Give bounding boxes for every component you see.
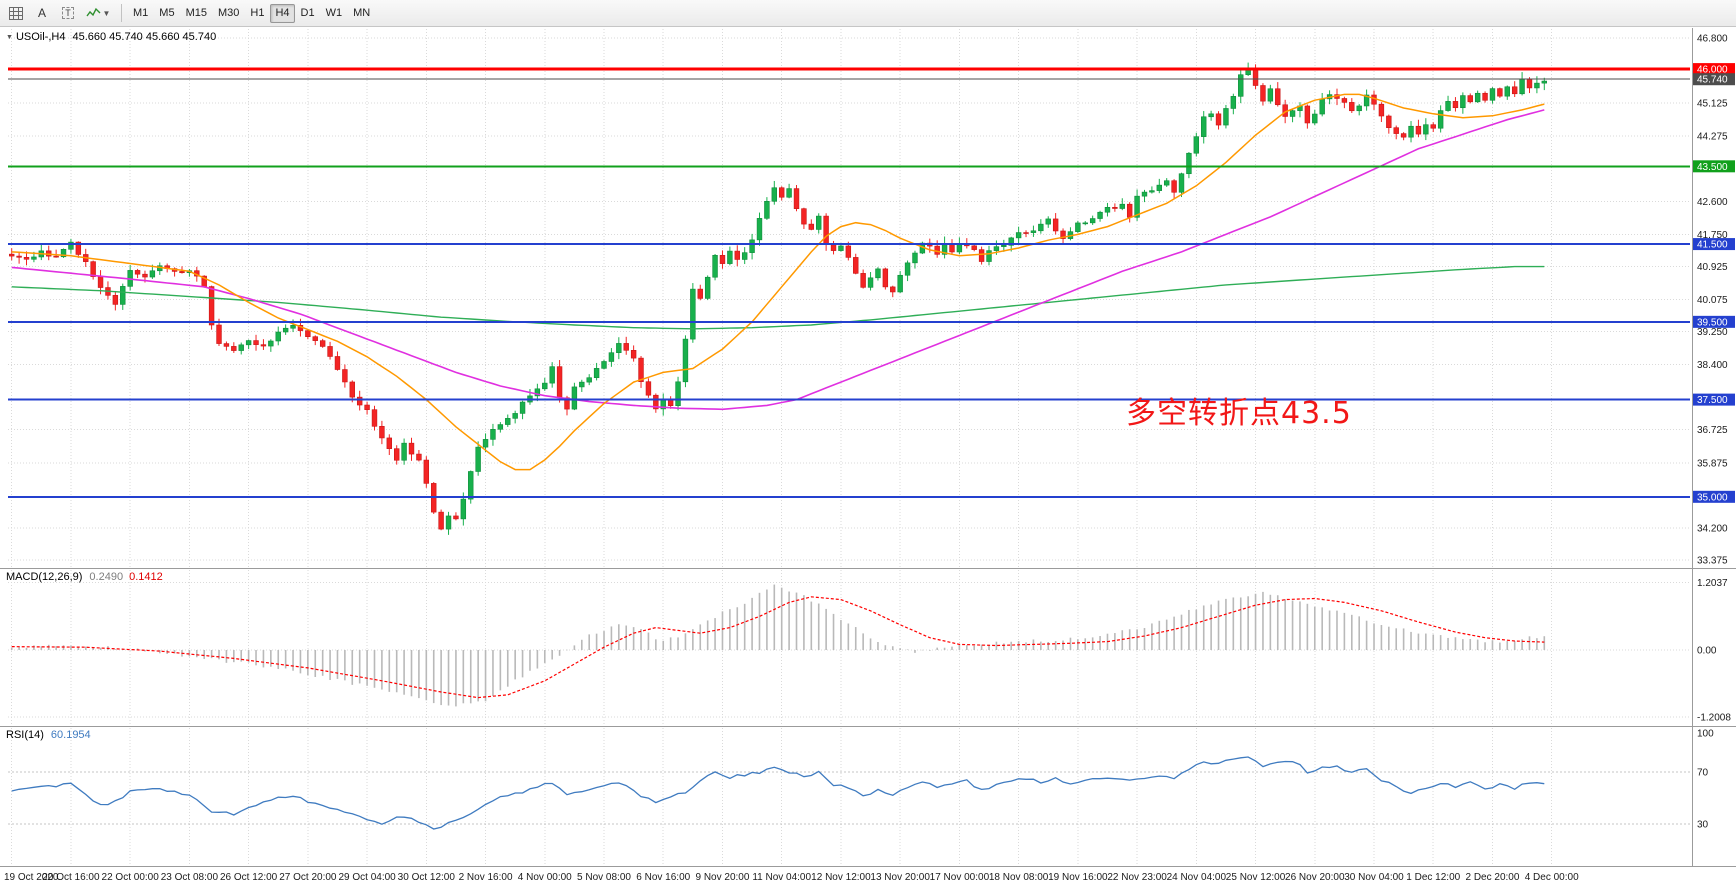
svg-text:2 Nov 16:00: 2 Nov 16:00: [459, 872, 513, 883]
chevron-down-icon: ▼: [102, 8, 111, 18]
svg-text:19 Nov 16:00: 19 Nov 16:00: [1048, 872, 1108, 883]
svg-text:26 Oct 12:00: 26 Oct 12:00: [220, 872, 278, 883]
triangle-down-icon: ▼: [6, 34, 13, 41]
rsi-value: 60.1954: [50, 729, 91, 741]
svg-text:40.925: 40.925: [1697, 262, 1728, 273]
svg-text:38.400: 38.400: [1697, 360, 1728, 371]
svg-text:0.00: 0.00: [1697, 646, 1717, 657]
symbol-name: USOil-,H4: [15, 31, 66, 43]
svg-text:1.2037: 1.2037: [1697, 578, 1728, 589]
svg-text:45.125: 45.125: [1697, 99, 1728, 110]
indicator-line-icon: [85, 7, 101, 17]
timeframe-group: M1 M5 M15 M30 H1 H4 D1 W1 MN: [128, 3, 375, 23]
svg-text:35.875: 35.875: [1697, 458, 1728, 469]
svg-text:-1.2008: -1.2008: [1697, 713, 1731, 724]
svg-text:34.200: 34.200: [1697, 523, 1728, 534]
svg-text:9 Nov 20:00: 9 Nov 20:00: [696, 872, 750, 883]
svg-text:22 Nov 23:00: 22 Nov 23:00: [1107, 872, 1167, 883]
svg-text:43.500: 43.500: [1697, 162, 1728, 173]
toolbar: A T ▼ M1 M5 M15 M30 H1 H4 D1 W1 MN: [0, 0, 1736, 27]
svg-text:41.750: 41.750: [1697, 230, 1728, 241]
text-label-glyph: T: [62, 7, 74, 19]
svg-text:11 Nov 04:00: 11 Nov 04:00: [752, 872, 811, 883]
svg-text:2 Dec 20:00: 2 Dec 20:00: [1466, 872, 1520, 883]
svg-text:18 Nov 08:00: 18 Nov 08:00: [989, 872, 1049, 883]
font-a-icon[interactable]: A: [29, 3, 55, 24]
svg-text:12 Nov 12:00: 12 Nov 12:00: [811, 872, 871, 883]
grid-icon-glyph: [9, 6, 23, 20]
svg-text:41.500: 41.500: [1697, 240, 1728, 251]
price-scale[interactable]: 46.800 45.125 44.275 42.600 41.750 40.925 40.0…: [1697, 34, 1731, 831]
timeframe-h4-button[interactable]: H4: [270, 3, 295, 23]
svg-text:25 Nov 12:00: 25 Nov 12:00: [1226, 872, 1286, 883]
timeframe-w1-button[interactable]: W1: [321, 4, 348, 23]
svg-text:30: 30: [1697, 820, 1709, 831]
toolbar-icon-group: A T ▼: [3, 3, 115, 24]
svg-text:30 Oct 12:00: 30 Oct 12:00: [398, 872, 456, 883]
chart-grid-icon[interactable]: [3, 3, 29, 24]
rsi-name: RSI(14): [6, 729, 44, 741]
rsi-label: RSI(14) 60.1954: [6, 729, 91, 741]
svg-text:40.075: 40.075: [1697, 295, 1728, 306]
svg-text:5 Nov 08:00: 5 Nov 08:00: [577, 872, 631, 883]
timeframe-d1-button[interactable]: D1: [296, 4, 320, 23]
toolbar-separator: [121, 4, 122, 22]
moving-averages-layer: [11, 93, 1545, 471]
svg-text:23 Oct 08:00: 23 Oct 08:00: [161, 872, 219, 883]
chart-annotation-text: 多空转折点43.5: [1126, 396, 1352, 431]
timeframe-m1-button[interactable]: M1: [128, 4, 153, 23]
svg-text:1 Dec 12:00: 1 Dec 12:00: [1406, 872, 1460, 883]
svg-text:46.000: 46.000: [1697, 65, 1728, 76]
svg-text:4 Dec 00:00: 4 Dec 00:00: [1525, 872, 1579, 883]
ohlc-values: 45.660 45.740 45.660 45.740: [72, 31, 217, 43]
svg-text:24 Nov 04:00: 24 Nov 04:00: [1167, 872, 1227, 883]
svg-text:22 Oct 00:00: 22 Oct 00:00: [102, 872, 160, 883]
svg-text:42.600: 42.600: [1697, 197, 1728, 208]
svg-text:20 Oct 16:00: 20 Oct 16:00: [42, 872, 100, 883]
svg-text:45.740: 45.740: [1697, 75, 1728, 86]
svg-text:44.275: 44.275: [1697, 132, 1728, 143]
svg-text:4 Nov 00:00: 4 Nov 00:00: [518, 872, 572, 883]
indicators-dropdown[interactable]: ▼: [81, 3, 115, 24]
font-a-glyph: A: [37, 6, 46, 20]
svg-text:27 Oct 20:00: 27 Oct 20:00: [279, 872, 337, 883]
macd-signal-value: 0.1412: [129, 571, 163, 583]
svg-text:39.250: 39.250: [1697, 327, 1728, 338]
macd-signal-line: [11, 596, 1545, 699]
svg-text:30 Nov 04:00: 30 Nov 04:00: [1344, 872, 1404, 883]
timeframe-h1-button[interactable]: H1: [245, 4, 269, 23]
panel-borders: [0, 28, 1736, 867]
timeframe-m30-button[interactable]: M30: [213, 4, 244, 23]
timeframe-mn-button[interactable]: MN: [348, 4, 375, 23]
text-label-icon[interactable]: T: [55, 3, 81, 24]
svg-text:35.000: 35.000: [1697, 492, 1728, 503]
horizontal-lines-layer[interactable]: [8, 67, 1690, 498]
svg-text:13 Nov 20:00: 13 Nov 20:00: [870, 872, 930, 883]
svg-text:29 Oct 04:00: 29 Oct 04:00: [338, 872, 396, 883]
svg-text:46.800: 46.800: [1697, 34, 1728, 45]
svg-text:37.500: 37.500: [1697, 395, 1728, 406]
svg-text:19 Oct 2020: 19 Oct 2020: [4, 872, 59, 883]
timeframe-m5-button[interactable]: M5: [154, 4, 179, 23]
svg-text:33.375: 33.375: [1697, 556, 1728, 567]
svg-text:6 Nov 16:00: 6 Nov 16:00: [636, 872, 690, 883]
rsi-line: [11, 756, 1545, 830]
chart-title: ▼ USOil-,H4 45.660 45.740 45.660 45.740: [6, 31, 216, 43]
macd-main-value: 0.2490: [89, 571, 124, 583]
macd-label: MACD(12,26,9) 0.2490 0.1412: [6, 571, 163, 583]
gridlines: [8, 29, 1690, 866]
macd-name: MACD(12,26,9): [6, 571, 83, 583]
svg-text:26 Nov 20:00: 26 Nov 20:00: [1285, 872, 1345, 883]
macd-histogram: [10, 584, 1546, 707]
timeframe-m15-button[interactable]: M15: [181, 4, 212, 23]
svg-text:36.725: 36.725: [1697, 425, 1728, 436]
candles-layer: [9, 62, 1547, 535]
svg-text:100: 100: [1697, 729, 1714, 740]
svg-text:17 Nov 00:00: 17 Nov 00:00: [930, 872, 990, 883]
svg-text:70: 70: [1697, 768, 1709, 779]
svg-text:39.500: 39.500: [1697, 317, 1728, 328]
